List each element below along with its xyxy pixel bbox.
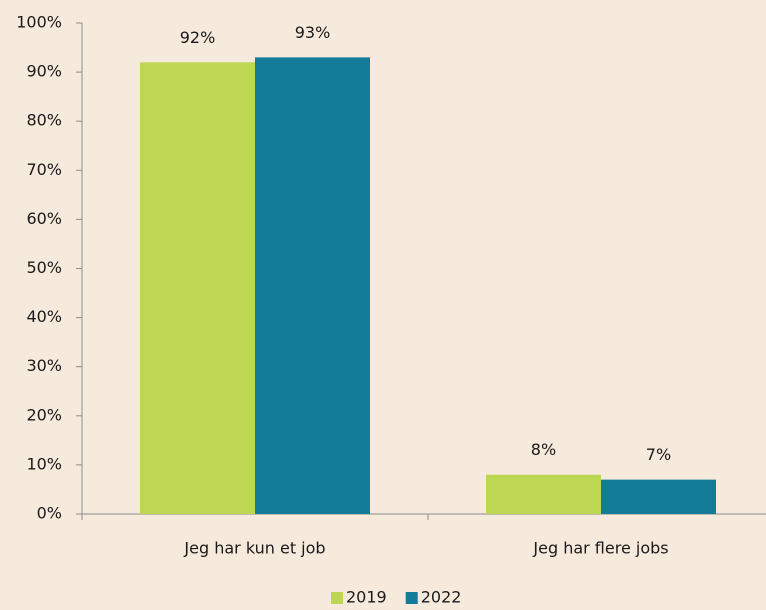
legend-swatch: [405, 592, 418, 604]
bar: [140, 62, 255, 514]
value-label: 93%: [295, 23, 331, 42]
y-tick-label: 10%: [26, 454, 62, 473]
legend-label: 2022: [421, 588, 462, 607]
value-label: 8%: [531, 440, 556, 459]
x-tick-label: Jeg har kun et job: [183, 539, 325, 558]
legend-label: 2019: [346, 588, 387, 607]
y-tick-label: 100%: [16, 13, 62, 32]
y-tick-label: 20%: [26, 405, 62, 424]
bar: [601, 479, 716, 514]
value-label: 92%: [180, 28, 216, 47]
y-tick-label: 90%: [26, 62, 62, 81]
y-tick-label: 80%: [26, 111, 62, 130]
y-tick-label: 60%: [26, 209, 62, 228]
value-label: 7%: [646, 445, 671, 464]
y-tick-label: 0%: [37, 504, 62, 523]
x-tick-label: Jeg har flere jobs: [532, 539, 668, 558]
y-tick-label: 30%: [26, 356, 62, 375]
y-tick-label: 50%: [26, 258, 62, 277]
legend-swatch: [331, 592, 343, 604]
bar: [486, 474, 601, 514]
y-tick-label: 40%: [26, 307, 62, 326]
y-tick-label: 70%: [26, 160, 62, 179]
bar: [255, 57, 370, 515]
